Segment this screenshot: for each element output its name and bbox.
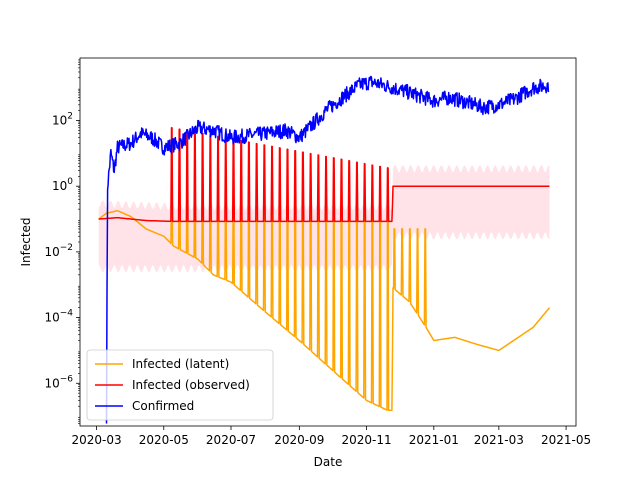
observed-uncertainty-band xyxy=(98,165,550,273)
series-line-infected-latent xyxy=(98,192,551,412)
x-tick-label: 2020-03 xyxy=(71,433,121,447)
legend-entry-label: Infected (observed) xyxy=(132,378,250,392)
x-tick-label: 2020-11 xyxy=(342,433,392,447)
x-tick-label: 2021-03 xyxy=(474,433,524,447)
legend-box xyxy=(86,349,274,421)
y-axis-label: Infected xyxy=(19,217,33,266)
y-tick-label: 102 xyxy=(52,112,73,128)
series-line-confirmed xyxy=(105,75,550,424)
legend-entry-label: Infected (latent) xyxy=(132,357,229,371)
x-tick-label: 2020-07 xyxy=(206,433,256,447)
x-tick-label: 2021-01 xyxy=(409,433,459,447)
x-tick-label: 2020-05 xyxy=(139,433,189,447)
x-tick-label: 2020-09 xyxy=(274,433,324,447)
x-axis-label: Date xyxy=(314,455,343,469)
y-tick-label: 100 xyxy=(52,177,73,193)
legend-entry-label: Confirmed xyxy=(132,399,194,413)
x-tick-label: 2021-05 xyxy=(541,433,591,447)
y-tick-label: 10−4 xyxy=(44,309,73,325)
series-line-infected-observed xyxy=(98,127,550,223)
y-tick-label: 10−2 xyxy=(44,243,73,259)
legend: Infected (latent) Infected (observed) Conf… xyxy=(86,349,274,421)
y-tick-label: 10−6 xyxy=(44,374,73,390)
